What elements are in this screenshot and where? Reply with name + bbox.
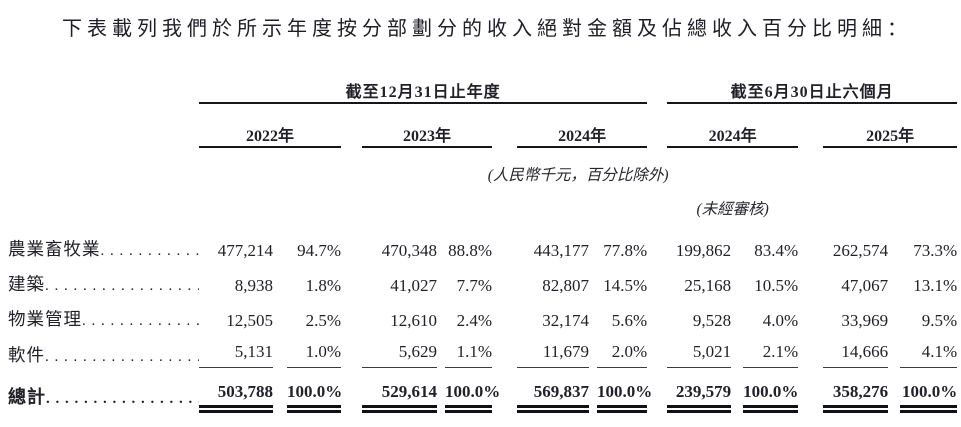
- amount-cell: 443,177: [533, 241, 589, 260]
- period-header-annual: 截至12月31日止年度: [199, 69, 648, 104]
- total-amount-cell: 358,276: [823, 367, 889, 413]
- unaudited-note: (未經審核): [696, 201, 769, 218]
- amount-cell: 5,021: [667, 331, 732, 368]
- total-label: 總計: [8, 387, 46, 407]
- percent-cell: 14.5%: [603, 276, 648, 295]
- percent-cell: 9.5%: [921, 311, 958, 330]
- period-header-row: 截至12月31日止年度 截至6月30日止六個月: [8, 69, 958, 104]
- table-row-agriculture: 農業畜牧業 477,214 94.7% 470,348 88.8% 443,17…: [8, 219, 957, 261]
- amount-cell: 11,679: [517, 331, 589, 368]
- dot-leader: [46, 387, 199, 408]
- amount-cell: 199,862: [675, 241, 732, 260]
- revenue-by-segment-table: 截至12月31日止年度 截至6月30日止六個月 2022年 2023年 2024…: [8, 69, 958, 413]
- segment-label: 軟件: [8, 345, 45, 365]
- percent-cell: 5.6%: [611, 311, 648, 330]
- percent-cell: 73.3%: [913, 241, 958, 260]
- percent-cell: 1.0%: [287, 331, 341, 368]
- percent-cell: 4.0%: [762, 311, 799, 330]
- total-percent-cell: 100.0%: [445, 367, 500, 413]
- amount-cell: 5,131: [199, 331, 273, 368]
- page-title: 下表載列我們於所示年度按分部劃分的收入絕對金額及佔總收入百分比明細：: [62, 18, 912, 40]
- total-percent-cell: 100.0%: [287, 367, 342, 413]
- percent-cell: 2.0%: [597, 331, 648, 368]
- amount-cell: 33,969: [841, 311, 889, 330]
- amount-cell: 8,938: [234, 276, 273, 295]
- percent-cell: 2.4%: [456, 311, 492, 330]
- table-row-total: 總計 503,788 100.0% 529,614 100.0% 569,837…: [8, 367, 958, 413]
- segment-label: 物業管理: [8, 309, 82, 329]
- percent-cell: 10.5%: [754, 276, 799, 295]
- year-header-2022: 2022年: [199, 103, 341, 148]
- percent-cell: 1.8%: [305, 276, 341, 295]
- total-percent-cell: 100.0%: [597, 367, 652, 413]
- percent-cell: 4.1%: [900, 331, 958, 368]
- percent-cell: 2.1%: [743, 331, 799, 368]
- percent-cell: 13.1%: [913, 276, 958, 295]
- amount-cell: 262,574: [832, 241, 889, 260]
- unaudited-note-row: (未經審核): [8, 185, 957, 219]
- amount-cell: 47,067: [841, 276, 889, 295]
- year-header-2024: 2024年: [517, 103, 648, 148]
- amount-cell: 5,629: [362, 331, 437, 368]
- total-amount-cell: 239,579: [667, 367, 732, 413]
- amount-cell: 12,610: [390, 311, 437, 330]
- total-amount-cell: 503,788: [199, 367, 273, 413]
- table-row-software: 軟件 5,131 1.0% 5,629 1.1% 11,679 2.0% 5,0…: [8, 331, 958, 368]
- segment-label: 建築: [8, 274, 45, 294]
- percent-cell: 77.8%: [603, 241, 648, 260]
- total-amount-cell: 529,614: [362, 367, 437, 413]
- units-note: (人民幣千元，百分比除外): [487, 167, 669, 184]
- percent-cell: 94.7%: [297, 241, 341, 260]
- amount-cell: 12,505: [226, 311, 273, 330]
- amount-cell: 477,214: [217, 241, 273, 260]
- percent-cell: 1.1%: [445, 331, 492, 368]
- amount-cell: 9,528: [692, 311, 732, 330]
- percent-cell: 83.4%: [754, 241, 799, 260]
- total-percent-cell: 100.0%: [900, 367, 958, 413]
- table-row-property-management: 物業管理 12,505 2.5% 12,610 2.4% 32,174 5.6%…: [8, 296, 957, 331]
- period-header-interim: 截至6月30日止六個月: [667, 69, 958, 104]
- total-percent-cell: 100.0%: [743, 367, 798, 413]
- year-header-2023: 2023年: [362, 103, 492, 148]
- amount-cell: 82,807: [542, 276, 589, 295]
- amount-cell: 25,168: [684, 276, 732, 295]
- units-note-row: (人民幣千元，百分比除外): [8, 147, 957, 185]
- percent-cell: 88.8%: [448, 241, 492, 260]
- percent-cell: 2.5%: [305, 311, 341, 330]
- dot-leader: [45, 274, 199, 295]
- year-header-2025-interim: 2025年: [823, 103, 958, 148]
- dot-leader: [82, 309, 199, 330]
- amount-cell: 14,666: [823, 331, 889, 368]
- year-header-row: 2022年 2023年 2024年 2024年 2025年: [8, 103, 958, 148]
- year-header-2024-interim: 2024年: [667, 103, 799, 148]
- document-page: 下表載列我們於所示年度按分部劃分的收入絕對金額及佔總收入百分比明細： 截至12月…: [0, 12, 961, 427]
- amount-cell: 41,027: [390, 276, 437, 295]
- amount-cell: 470,348: [381, 241, 437, 260]
- table-row-construction: 建築 8,938 1.8% 41,027 7.7% 82,807 14.5% 2…: [8, 261, 957, 296]
- total-amount-cell: 569,837: [517, 367, 589, 413]
- dot-leader: [101, 239, 200, 260]
- segment-label: 農業畜牧業: [8, 239, 101, 259]
- percent-cell: 7.7%: [456, 276, 492, 295]
- dot-leader: [45, 345, 199, 366]
- amount-cell: 32,174: [542, 311, 589, 330]
